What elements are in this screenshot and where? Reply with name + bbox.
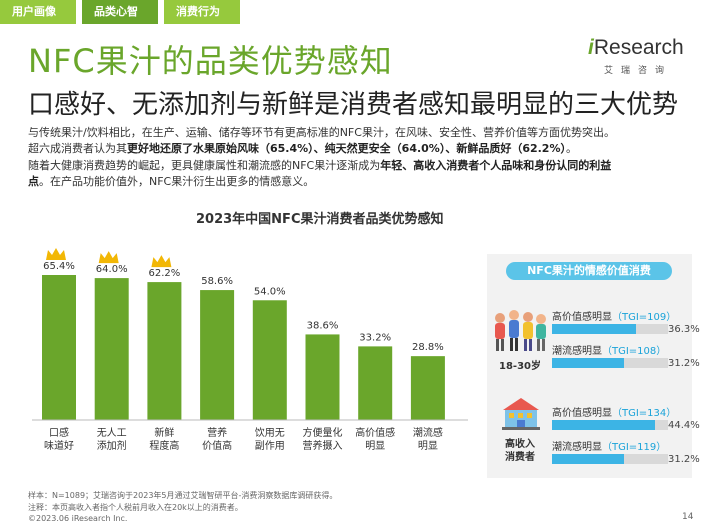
logo-cn: 艾瑞咨询 xyxy=(604,66,673,76)
young-people-icon xyxy=(495,310,546,351)
tab-user-profile[interactable]: 用户画像 xyxy=(0,0,76,24)
category-label-6-1: 明显 xyxy=(365,440,385,452)
chart-title: 2023年中国NFC果汁消费者品类优势感知 xyxy=(196,212,444,227)
g2-item2-label: 潮流感明显（TGI=119） xyxy=(552,442,667,453)
footer-note: 注释：本页高收入者指个人税前月收入在20k以上的消费者。 xyxy=(28,503,243,512)
category-label-2-1: 程度高 xyxy=(149,439,179,452)
bar-5 xyxy=(305,334,340,420)
paragraph-line-2: 超六成消费者认为其更好地还原了水果原始风味（65.4%）、纯天然更安全（64.0… xyxy=(28,142,577,155)
page-subtitle: 口感好、无添加剂与新鲜是消费者感知最明显的三大优势 xyxy=(28,90,679,120)
tab-category-mindset[interactable]: 品类心智 xyxy=(82,0,158,24)
g2-item2-value: 31.2% xyxy=(668,454,700,465)
category-label-1-1: 添加剂 xyxy=(97,439,127,452)
bar-value-label-4: 54.0% xyxy=(254,286,286,297)
category-label-7-1: 明显 xyxy=(418,440,438,452)
category-label-5-1: 营养摄入 xyxy=(303,439,343,452)
page-title: NFC果汁的品类优势感知 xyxy=(28,42,393,80)
bar-value-label-6: 33.2% xyxy=(359,332,391,343)
category-label-0-0: 口感 xyxy=(49,426,69,439)
bar-6 xyxy=(358,346,393,420)
g2-item1-value: 44.4% xyxy=(668,420,700,431)
category-label-2-0: 新鲜 xyxy=(154,426,174,439)
g1-item1-value: 36.3% xyxy=(668,324,700,335)
paragraph-line-3: 随着大健康消费趋势的崛起，更具健康属性和潮流感的NFC果汁逐渐成为年轻、高收入消… xyxy=(28,159,612,172)
category-label-5-0: 方便量化 xyxy=(303,426,343,439)
bar-value-label-0: 65.4% xyxy=(43,261,75,272)
category-label-4-1: 副作用 xyxy=(255,440,285,452)
bar-4 xyxy=(252,300,287,420)
bar-value-label-1: 64.0% xyxy=(96,264,128,275)
category-label-4-0: 饮用无 xyxy=(255,426,285,439)
g1-item2-value: 31.2% xyxy=(668,358,700,369)
group-age-label: 18-30岁 xyxy=(499,361,541,372)
bar-0 xyxy=(42,275,76,420)
footer-sample: 样本：N=1089；艾瑞咨询于2023年5月通过艾瑞智研平台-消费洞察数据库调研… xyxy=(28,491,338,500)
logo-word: Research xyxy=(593,36,684,59)
paragraph-line-4: 点。在产品功能价值外，NFC果汁衍生出更多的情感意义。 xyxy=(28,175,315,188)
crown-icon-0 xyxy=(46,248,66,260)
category-label-1-0: 无人工 xyxy=(97,427,127,439)
category-label-0-1: 味道好 xyxy=(44,439,74,452)
iresearch-logo: iResearch 艾瑞咨询 xyxy=(588,36,684,76)
paragraph-line-1: 与传统果汁/饮料相比，在生产、运输、储存等环节有更高标准的NFC果汁，在风味、安… xyxy=(28,126,615,139)
group-income-label: 高收入 消费者 xyxy=(505,439,535,463)
footer-copyright: ©2023.06 iResearch Inc. xyxy=(28,514,128,523)
bar-value-label-3: 58.6% xyxy=(201,276,233,287)
bar-1 xyxy=(94,278,129,420)
g1-item2-label: 潮流感明显（TGI=108） xyxy=(552,346,667,357)
bar-3 xyxy=(200,290,235,420)
logo-i: i xyxy=(588,36,594,59)
bar-value-label-5: 38.6% xyxy=(307,320,339,331)
tab-consumer-behavior[interactable]: 消费行为 xyxy=(164,0,240,24)
g2-item1-label: 高价值感明显（TGI=134） xyxy=(552,408,677,419)
top-tabs: 用户画像 品类心智 消费行为 xyxy=(0,0,246,24)
crown-icon-2 xyxy=(151,255,172,268)
bar-7 xyxy=(410,356,445,420)
bar-2 xyxy=(147,282,182,420)
g2-item1-bar xyxy=(552,420,668,430)
bar-value-label-7: 28.8% xyxy=(412,342,444,353)
building-icon xyxy=(502,398,540,430)
category-label-6-0: 高价值感 xyxy=(355,426,395,439)
category-label-3-0: 营养 xyxy=(207,426,227,439)
g1-item1-label: 高价值感明显（TGI=109） xyxy=(552,312,677,323)
page-number: 14 xyxy=(682,512,694,522)
category-label-3-1: 价值高 xyxy=(202,439,232,452)
g1-item2-bar xyxy=(552,358,668,368)
g2-item2-bar xyxy=(552,454,668,464)
crown-icon-1 xyxy=(98,251,119,264)
panel-title: NFC果汁的情感价值消费 xyxy=(506,262,672,280)
category-label-7-0: 潮流感 xyxy=(413,426,443,439)
bar-value-label-2: 62.2% xyxy=(149,268,181,279)
g1-item1-bar xyxy=(552,324,668,334)
